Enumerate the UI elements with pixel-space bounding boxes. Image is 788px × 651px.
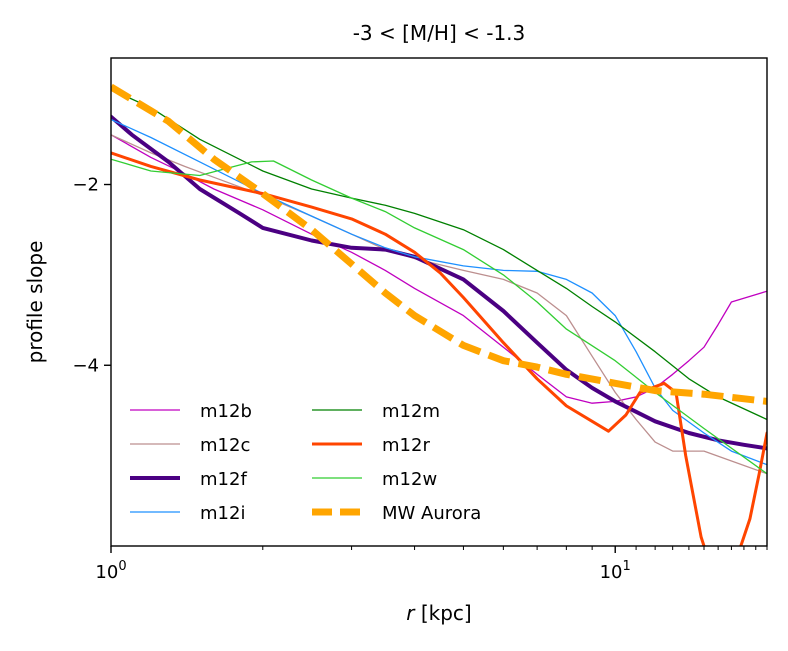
series-line-mw-aurora	[111, 83, 767, 405]
legend-label-m12f: m12f	[200, 469, 247, 490]
y-axis-label: profile slope	[23, 241, 47, 364]
series-line-m12b	[111, 134, 767, 404]
legend-label-mw-aurora: MW Aurora	[382, 503, 481, 524]
legend-label-m12w: m12w	[382, 469, 437, 490]
series-layer	[111, 83, 767, 546]
x-axis-label-unit: [kpc]	[414, 601, 471, 625]
series-line-m12c	[111, 134, 767, 475]
axis-ticks: 100 101 −2 −4	[72, 175, 768, 583]
series-line-m12r	[111, 151, 767, 546]
legend-label-m12b: m12b	[200, 401, 252, 422]
plot-frame	[110, 57, 768, 547]
legend-label-m12i: m12i	[200, 503, 245, 524]
chart-title: -3 < [M/H] < -1.3	[353, 21, 526, 45]
x-tick-label: 101	[600, 559, 631, 583]
x-tick-label: 100	[95, 559, 126, 583]
legend-label-m12r: m12r	[382, 435, 430, 456]
legend-label-m12m: m12m	[382, 401, 440, 422]
legend: m12b m12c m12f m12i m12m m12r m12w MW Aurora	[130, 401, 481, 524]
x-axis-label-variable: r	[406, 601, 416, 625]
legend-label-m12c: m12c	[200, 435, 250, 456]
x-axis-label: r [kpc]	[406, 601, 471, 625]
series-line-m12f	[111, 114, 767, 451]
y-tick-label: −4	[72, 355, 99, 376]
series-line-m12m	[111, 88, 767, 421]
y-tick-label: −2	[72, 175, 99, 196]
